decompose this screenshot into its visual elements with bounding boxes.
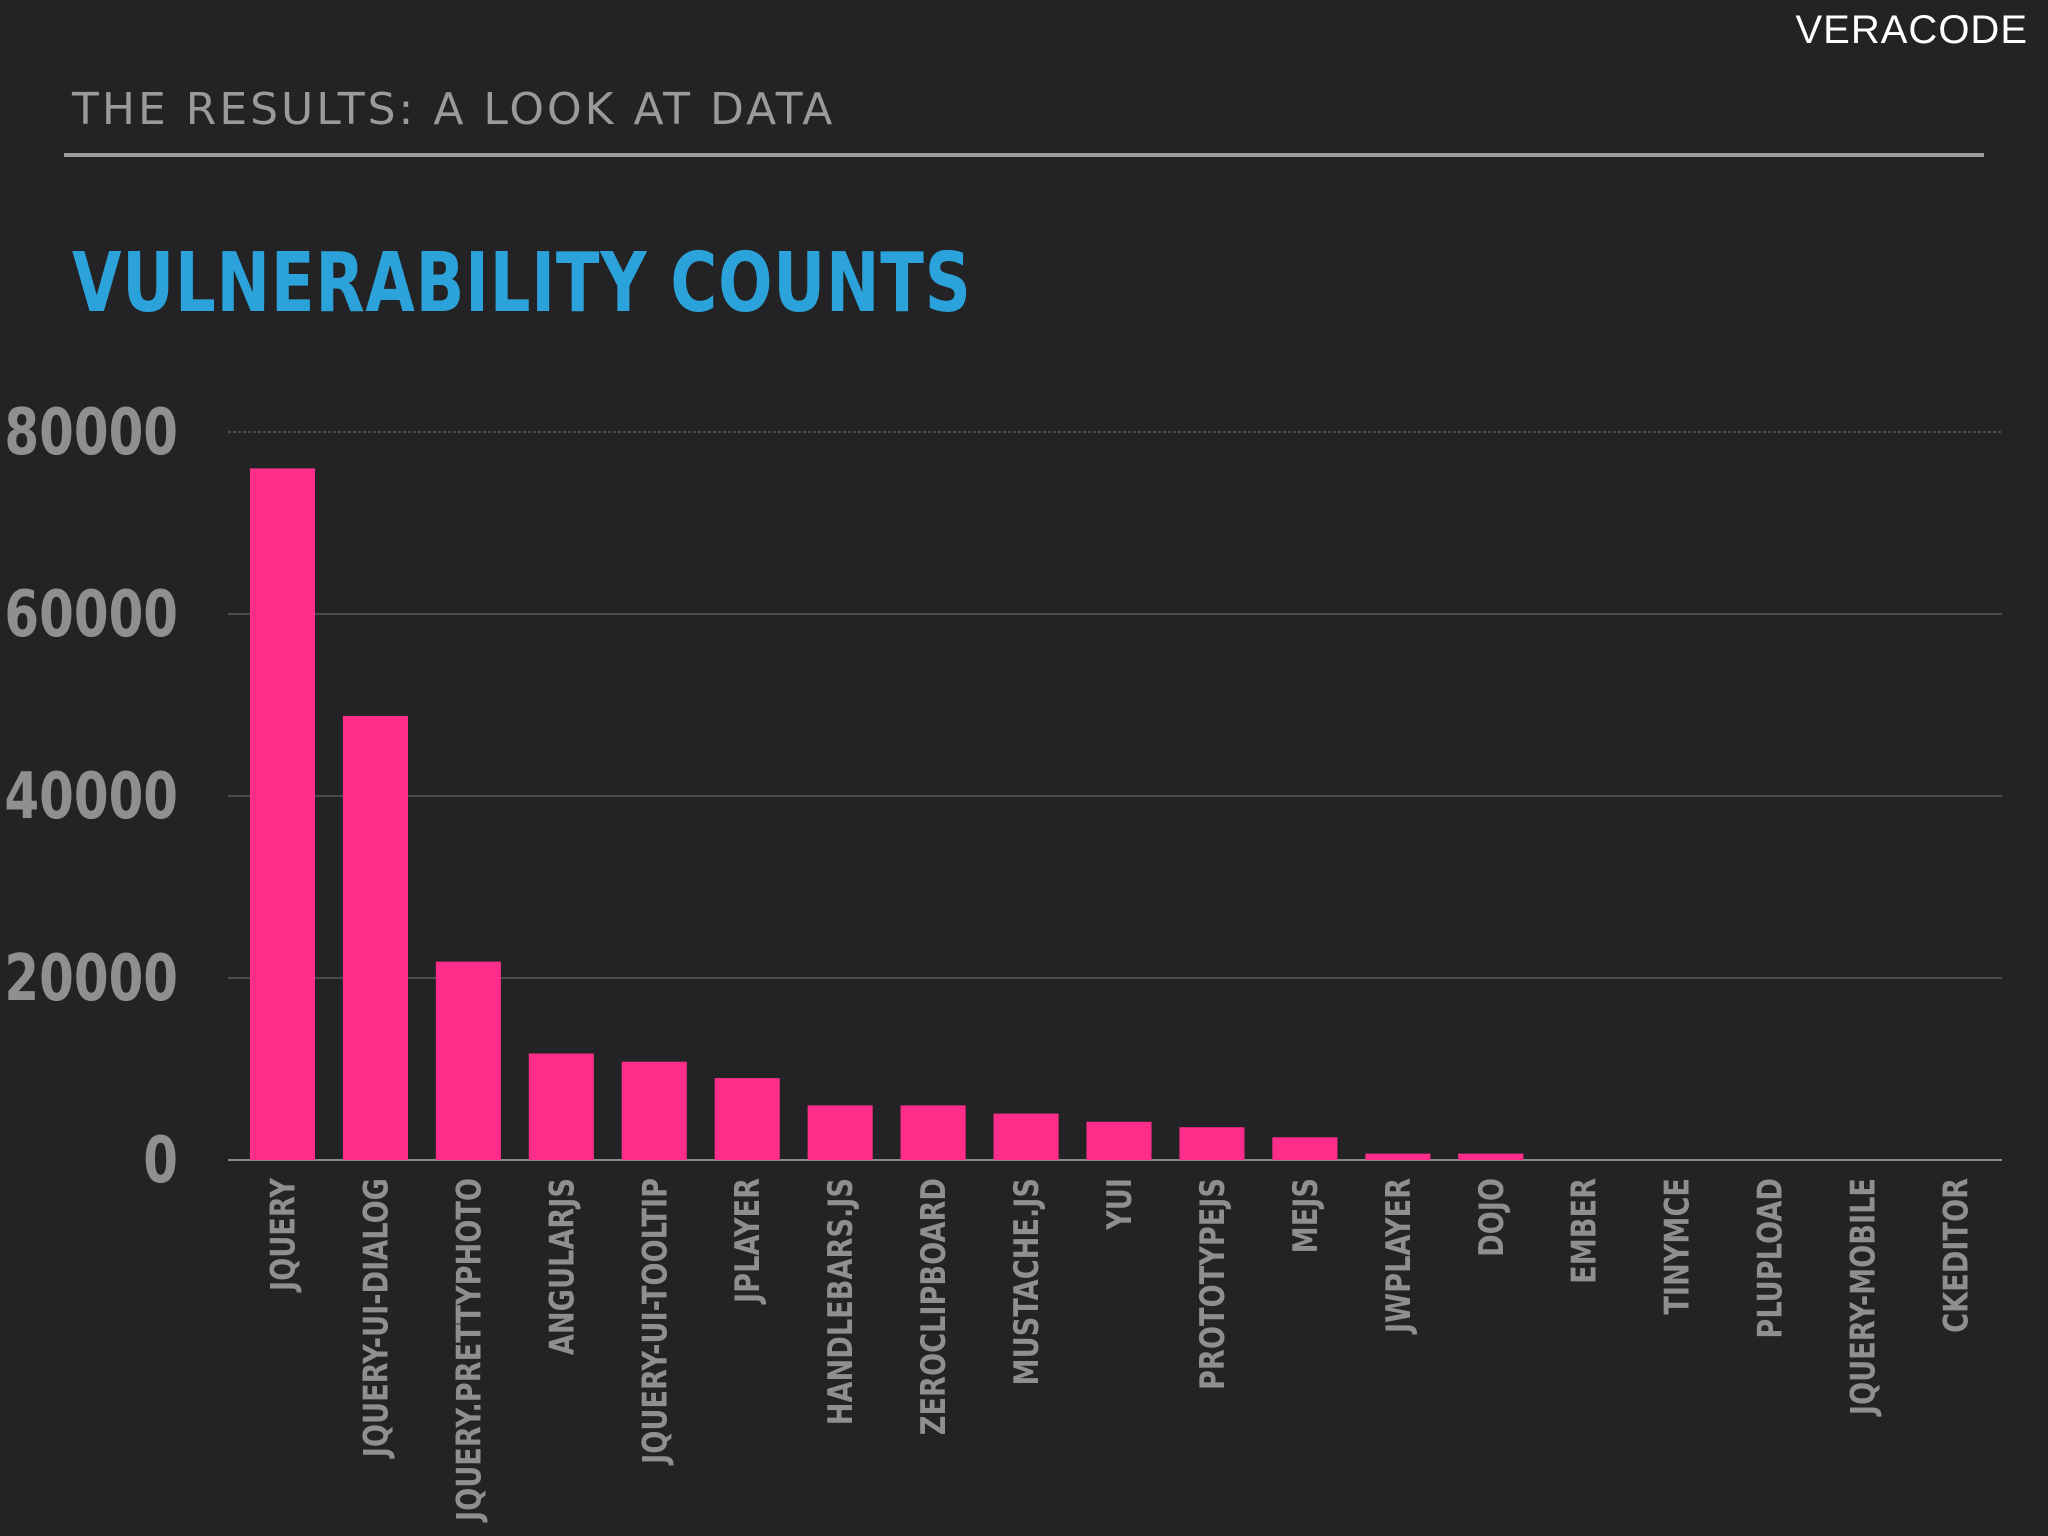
y-axis-ticks: 0 20000 40000 60000 80000 <box>4 395 178 1198</box>
bar-jquery-prettyphoto <box>435 961 501 1160</box>
x-label-jquery: JQUERY <box>264 1177 304 1292</box>
brand-logo: VERACODE <box>1795 8 2028 52</box>
bar-jquery-ui-tooltip <box>621 1061 687 1160</box>
bar-handlebars-js <box>807 1105 873 1160</box>
bar-angularjs <box>528 1053 594 1160</box>
bar-jwplayer <box>1365 1153 1431 1160</box>
y-tick-label-60000: 60000 <box>4 577 178 652</box>
bar-jquery-ui-dialog <box>342 715 408 1160</box>
bar-zeroclipboard <box>900 1105 966 1160</box>
x-label-handlebars-js: HANDLEBARS.JS <box>821 1178 861 1425</box>
x-label-jquery-ui-dialog: JQUERY-UI-DIALOG <box>357 1178 397 1459</box>
x-label-mustache-js: MUSTACHE.JS <box>1007 1178 1047 1385</box>
x-label-zeroclipboard: ZEROCLIPBOARD <box>914 1178 954 1435</box>
bar-mejs <box>1272 1137 1338 1160</box>
x-label-dojo: DOJO <box>1472 1178 1512 1257</box>
y-tick-label-80000: 80000 <box>4 395 178 470</box>
bar-jplayer <box>714 1078 780 1160</box>
y-tick-label-0: 0 <box>143 1123 178 1198</box>
x-label-angularjs: ANGULARJS <box>542 1178 582 1355</box>
x-label-ember: EMBER <box>1565 1178 1605 1284</box>
section-divider <box>64 153 1984 157</box>
x-axis-labels: JQUERY JQUERY-UI-DIALOG JQUERY.PRETTYPHOTO… <box>264 1177 1977 1522</box>
x-label-ckeditor: CKEDITOR <box>1937 1178 1977 1333</box>
section-title: THE RESULTS: A LOOK AT DATA <box>72 84 836 135</box>
x-label-prototypejs: PROTOTYPEJS <box>1193 1178 1233 1390</box>
x-label-jquery-prettyphoto: JQUERY.PRETTYPHOTO <box>449 1178 489 1523</box>
chart-title: VULNERABILITY COUNTS <box>72 236 972 331</box>
bar-mustache-js <box>993 1113 1059 1160</box>
x-label-tinymce: TINYMCE <box>1658 1178 1698 1315</box>
bar-prototypejs <box>1179 1127 1245 1160</box>
x-label-plupload: PLUPLOAD <box>1751 1178 1791 1339</box>
bar-dojo <box>1458 1153 1524 1160</box>
bar-yui <box>1086 1121 1152 1160</box>
x-label-jwplayer: JWPLAYER <box>1379 1178 1419 1335</box>
bar-jquery <box>249 468 316 1160</box>
y-tick-label-20000: 20000 <box>4 941 178 1016</box>
bars <box>249 468 1524 1160</box>
x-label-jquery-ui-tooltip: JQUERY-UI-TOOLTIP <box>635 1178 675 1466</box>
x-label-jplayer: JPLAYER <box>728 1178 768 1305</box>
x-label-yui: YUI <box>1100 1178 1140 1231</box>
x-label-mejs: MEJS <box>1286 1178 1326 1253</box>
x-label-jquery-mobile: JQUERY-MOBILE <box>1844 1178 1884 1417</box>
y-tick-label-40000: 40000 <box>4 759 178 834</box>
